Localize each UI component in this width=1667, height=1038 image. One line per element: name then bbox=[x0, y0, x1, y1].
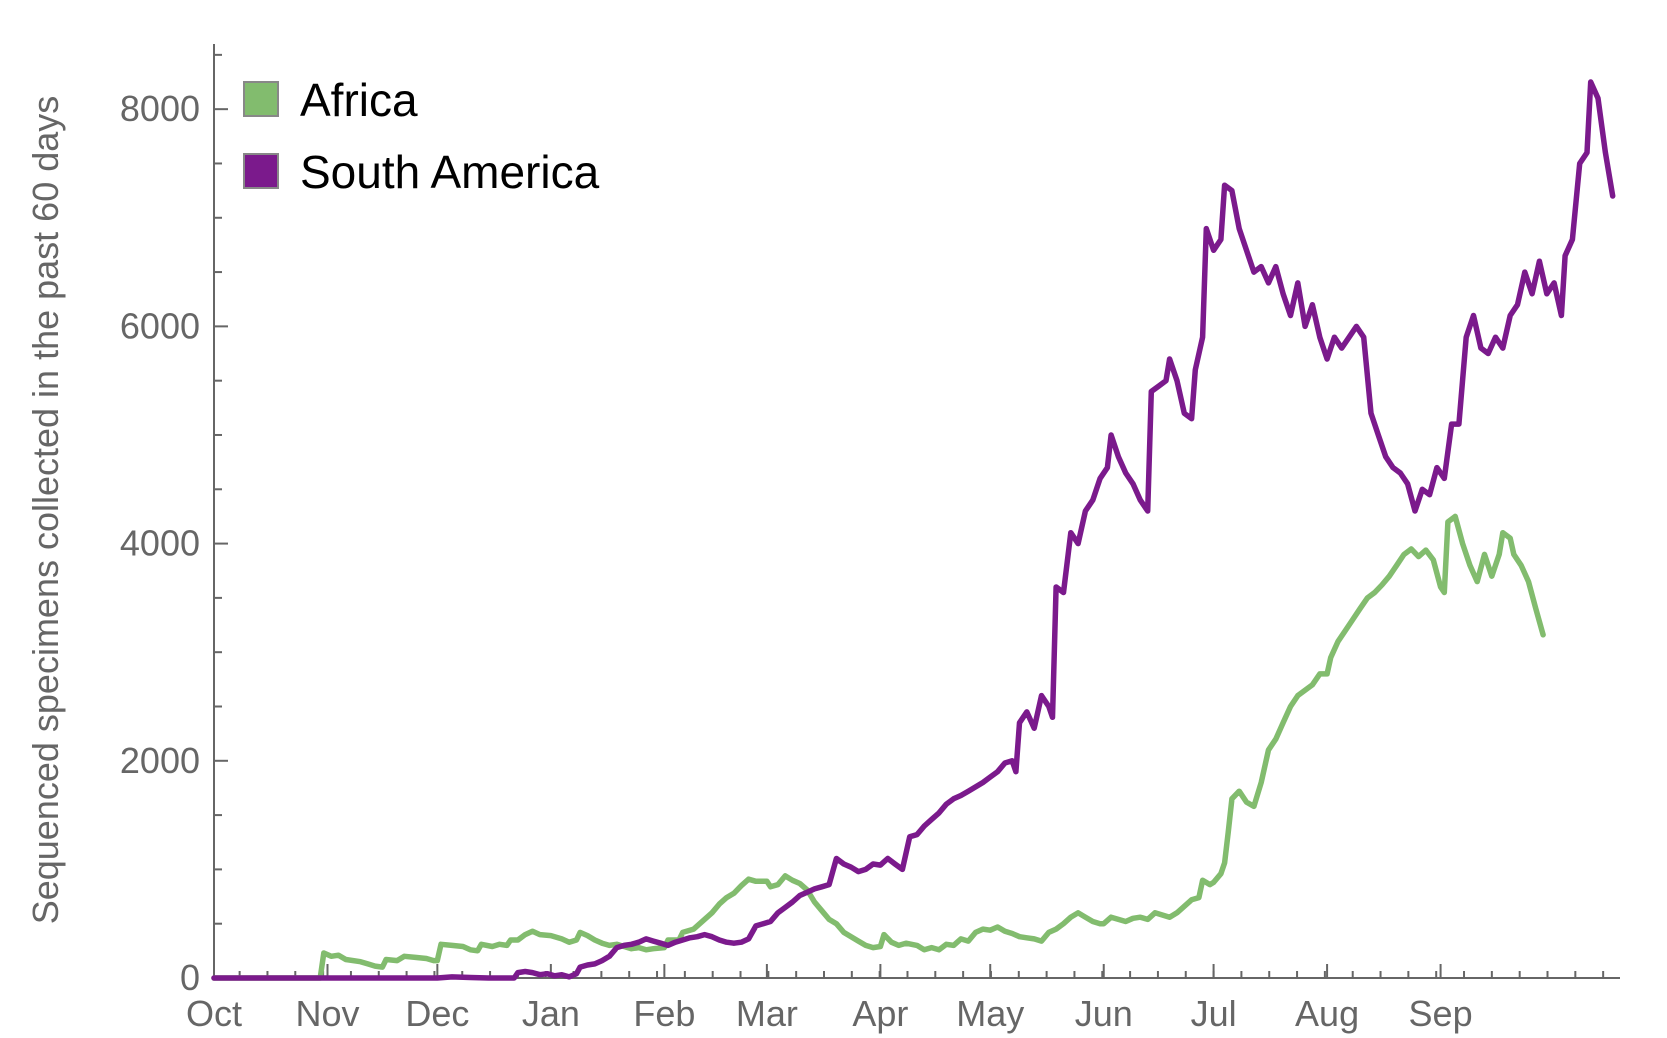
x-tick-label: Oct bbox=[186, 993, 242, 1034]
x-tick-label: Jul bbox=[1191, 993, 1237, 1034]
legend-swatch-africa bbox=[243, 81, 279, 117]
x-tick-label: Jan bbox=[522, 993, 580, 1034]
series-line-africa bbox=[211, 513, 1546, 981]
x-tick-label: Jun bbox=[1075, 993, 1133, 1034]
y-tick-label: 8000 bbox=[120, 88, 200, 129]
y-tick-label: 2000 bbox=[120, 740, 200, 781]
y-tick-label: 6000 bbox=[120, 305, 200, 346]
y-tick-label: 4000 bbox=[120, 523, 200, 564]
y-axis-label: Sequenced specimens collected in the pas… bbox=[25, 96, 66, 925]
legend-label-south-america: South America bbox=[300, 146, 600, 198]
x-tick-label: Aug bbox=[1295, 993, 1359, 1034]
y-tick-label: 0 bbox=[180, 957, 200, 998]
series-lines bbox=[211, 79, 1616, 981]
x-tick-label: Sep bbox=[1409, 993, 1473, 1034]
series-line-south-america bbox=[211, 79, 1616, 981]
x-tick-label: Mar bbox=[736, 993, 798, 1034]
x-tick-label: Apr bbox=[852, 993, 908, 1034]
axes: 0 2000 4000 6000 8000 Oct Nov Dec Jan Feb Mar Apr Ma… bbox=[120, 44, 1620, 1034]
legend-swatch-south-america bbox=[243, 153, 279, 189]
x-tick-label: Nov bbox=[295, 993, 359, 1034]
x-tick-label: May bbox=[956, 993, 1024, 1034]
legend: Africa South America bbox=[243, 74, 600, 198]
legend-label-africa: Africa bbox=[300, 74, 418, 126]
x-tick-label: Dec bbox=[405, 993, 469, 1034]
x-tick-label: Feb bbox=[633, 993, 695, 1034]
